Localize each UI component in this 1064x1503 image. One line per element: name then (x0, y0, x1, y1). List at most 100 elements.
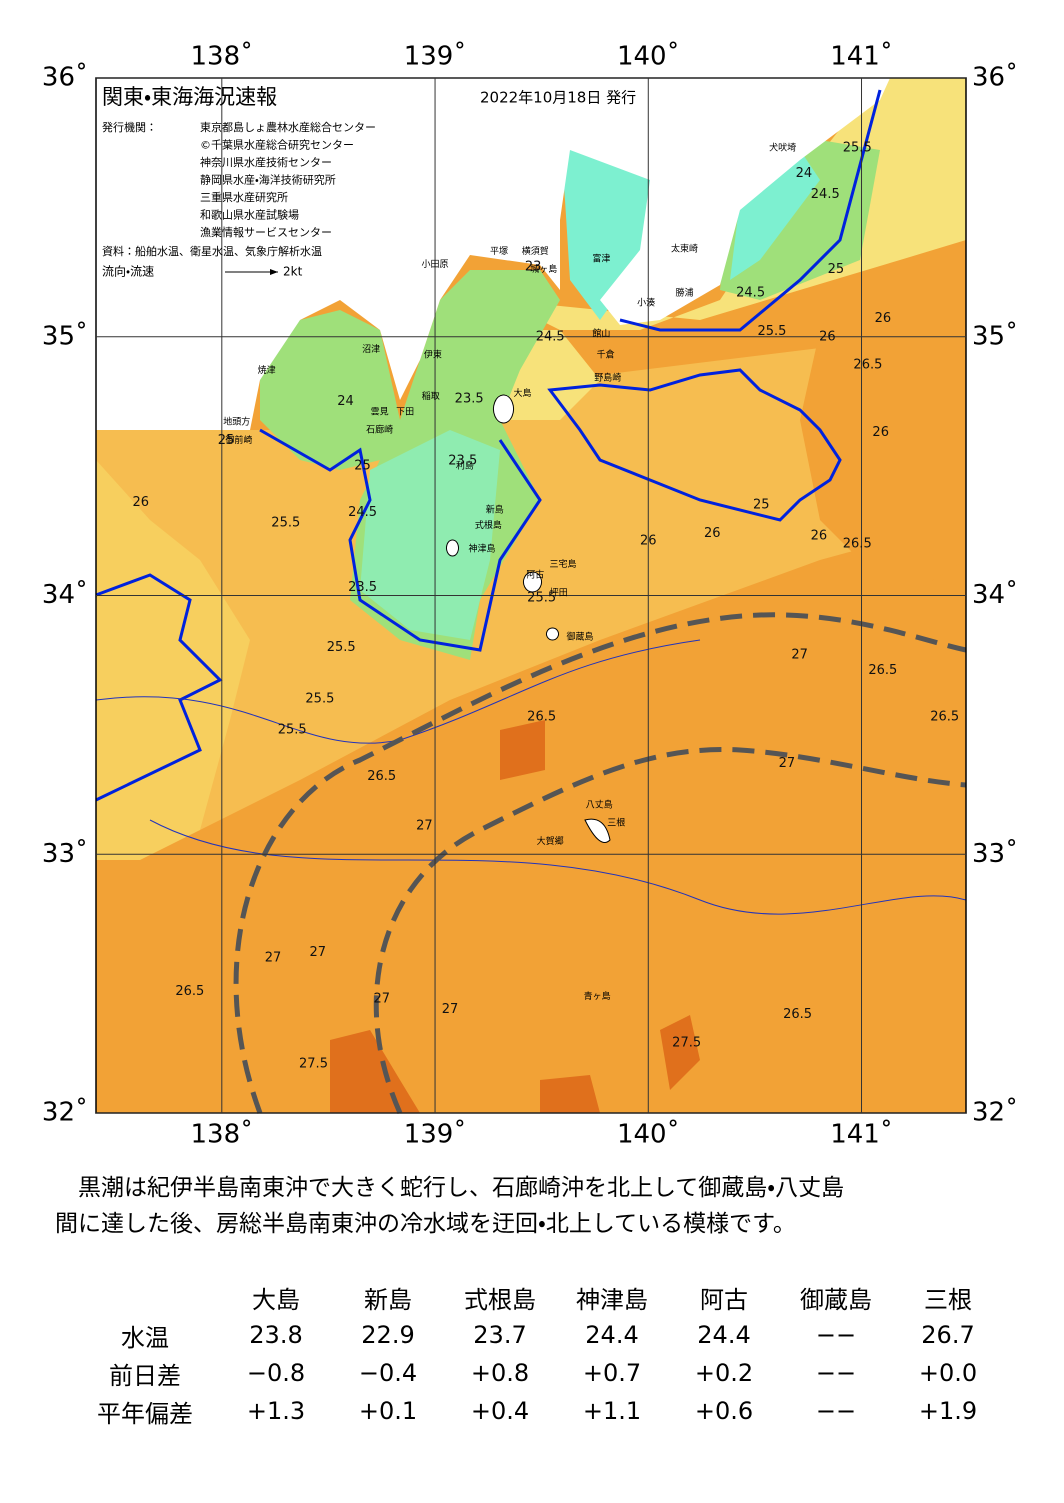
isotherm-label: 23.5 (348, 580, 377, 595)
issuer-label: 発行機関： (102, 120, 157, 134)
note: 黒潮は紀伊半島南東沖で大きく蛇行し、石廊崎沖を北上して御蔵島・八丈島 間に達した… (55, 1170, 1015, 1242)
isotherm-label: 26 (811, 528, 828, 543)
isotherm-label: 26.5 (868, 663, 897, 678)
column-header: 新島 (364, 1285, 412, 1314)
cell: 24.4 (697, 1321, 751, 1349)
column-header: 式根島 (464, 1285, 536, 1314)
place-name: 地頭方 (223, 416, 250, 428)
isotherm-label: 26 (133, 495, 150, 510)
corner (70, 1278, 220, 1316)
cell: +0.0 (918, 1359, 978, 1387)
table-row: 水温 23.8 22.9 23.7 24.4 24.4 −− 26.7 (70, 1316, 1004, 1354)
issuer: 漁業情報サービスセンター (200, 225, 332, 239)
lat-label-right: 35˚ (972, 321, 1018, 351)
isotherm-label: 24 (337, 394, 354, 409)
isotherm-label: 26.5 (367, 769, 396, 784)
isotherm-label: 26 (875, 311, 892, 326)
lat-label-right: 32˚ (972, 1098, 1018, 1128)
isotherm-label: 24.5 (736, 285, 765, 300)
cell: +0.7 (582, 1359, 642, 1387)
isotherm-label: 26 (704, 526, 721, 541)
isotherm-label: 25 (828, 262, 845, 277)
issuer: ©千葉県水産総合研究センター (200, 138, 354, 152)
place-name: 富津 (592, 253, 610, 265)
row-header: 平年偏差 (97, 1399, 193, 1428)
isotherm-label: 25.5 (278, 723, 307, 738)
isotherm-label: 27 (779, 756, 796, 771)
isotherm-label: 26.5 (175, 984, 204, 999)
cell: 23.8 (249, 1321, 303, 1349)
stats-table: 大島 新島 式根島 神津島 阿古 御蔵島 三根 水温 23.8 22.9 23.7 24.4 24.4… (70, 1278, 1004, 1430)
isotherm-label: 27 (416, 818, 433, 833)
place-name: 千倉 (597, 349, 615, 360)
lat-label-left: 36˚ (42, 63, 88, 93)
place-name: 小田原 (422, 259, 449, 270)
map-title: 関東・東海海況速報 (102, 85, 277, 109)
island (446, 394, 611, 843)
isotherm-label: 27 (265, 950, 282, 965)
lat-label-right: 33˚ (972, 839, 1018, 869)
place-name: 三根 (607, 817, 625, 829)
cell: +0.2 (694, 1359, 754, 1387)
lon-label-top: 139˚ (404, 42, 467, 72)
place-name: 横須賀 (522, 245, 549, 257)
place-name: 太東崎 (671, 242, 698, 254)
isotherm-label: 26.5 (783, 1007, 812, 1022)
table-body: 水温 23.8 22.9 23.7 24.4 24.4 −− 26.7 前日差 −0.8 −0.4 +… (70, 1316, 1004, 1430)
isotherm-label: 24.5 (348, 505, 377, 520)
isotherm-line (95, 89, 882, 802)
place-name: 青ヶ島 (584, 990, 611, 1002)
place-name: 神津島 (468, 542, 495, 554)
sea-zone (500, 78, 966, 330)
lon-label-bottom: 140˚ (617, 1120, 680, 1150)
place-name: 勝浦 (676, 286, 694, 298)
place-name: 三宅島 (549, 558, 576, 570)
column-header: 大島 (252, 1285, 300, 1314)
isotherm-label: 25.5 (271, 516, 300, 531)
isotherm-label: 27 (442, 1002, 459, 1017)
source: 資料：船舶水温、衛星水温、気象庁解析水温 (102, 244, 322, 258)
cell: +0.8 (470, 1359, 530, 1387)
land (96, 78, 890, 430)
isotherm-label: 23.5 (455, 391, 484, 406)
sea-zone (560, 140, 660, 320)
sea-zone (730, 150, 820, 280)
cold-water-boundary (547, 368, 842, 522)
isotherm-label: 27 (791, 648, 808, 663)
lat-label-left: 32˚ (42, 1098, 88, 1128)
sea-zone (800, 230, 966, 600)
place-name: 石廊崎 (366, 423, 393, 435)
place-name: 大島 (513, 387, 531, 399)
place-name: 利島 (456, 460, 474, 472)
isotherm-label: 23 (525, 259, 542, 274)
place-name: 犬吠埼 (769, 141, 796, 153)
table-row: 前日差 −0.8 −0.4 +0.8 +0.7 +0.2 −− +0.0 (70, 1354, 1004, 1392)
lon-label-top: 141˚ (830, 42, 893, 72)
isotherm-label: 25.5 (757, 324, 786, 339)
place-name: 小湊 (637, 297, 655, 309)
cell: 24.4 (585, 1321, 639, 1349)
isotherm-label: 26.5 (853, 358, 882, 373)
place-name: 御蔵島 (567, 630, 594, 642)
lon-label-bottom: 141˚ (830, 1120, 893, 1150)
isotherm-label: 24 (796, 166, 813, 181)
issuer: 神奈川県水産技術センター (200, 155, 332, 169)
cell: +1.3 (246, 1397, 306, 1425)
isotherm-label: 25.5 (327, 640, 356, 655)
place-name: 阿古 (526, 568, 544, 580)
isotherm-label: 27 (373, 992, 390, 1007)
isotherm-label: 26 (640, 534, 657, 549)
cell: 26.7 (921, 1321, 975, 1349)
place-name: 伊東 (424, 348, 442, 360)
cell: −− (815, 1397, 857, 1425)
graticule (96, 77, 966, 1114)
row-header: 前日差 (109, 1361, 181, 1390)
cell: +1.1 (582, 1397, 642, 1425)
column-header: 阿古 (700, 1285, 748, 1314)
cell: +0.6 (694, 1397, 754, 1425)
isotherm-label: 23.5 (448, 453, 477, 468)
row-header: 水温 (121, 1323, 169, 1352)
lat-label-left: 33˚ (42, 839, 88, 869)
legend-speed: 2kt (283, 265, 303, 279)
